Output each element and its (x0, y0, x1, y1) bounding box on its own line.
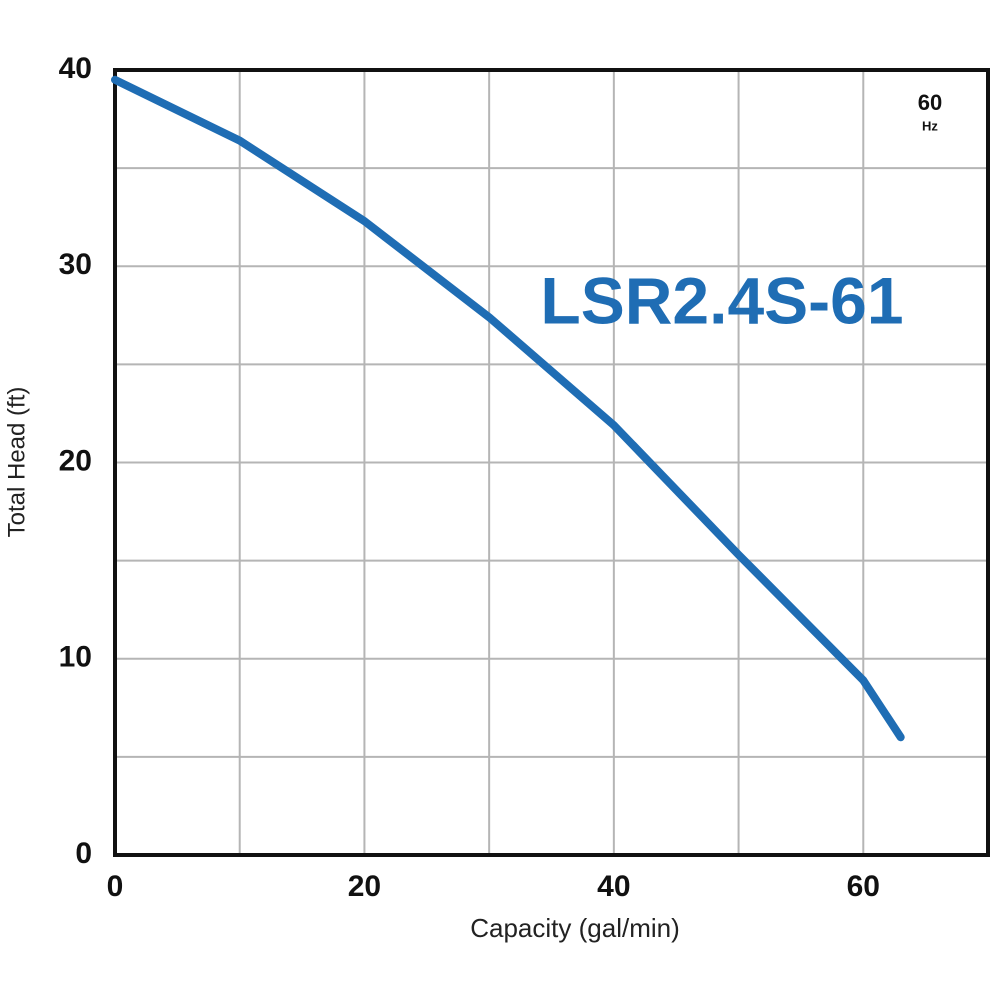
frequency-label: 60 (918, 90, 942, 115)
plot-frame (113, 68, 990, 857)
frequency-unit: Hz (922, 118, 938, 133)
series-label: LSR2.4S-61 (540, 263, 903, 337)
y-tick-label: 10 (59, 641, 92, 674)
x-tick-label: 40 (597, 870, 630, 903)
x-tick-label: 0 (107, 870, 124, 903)
y-tick-label: 0 (75, 837, 92, 870)
y-axis-label: Total Head (ft) (3, 387, 30, 538)
y-tick-label: 40 (59, 52, 92, 85)
pump-curve (111, 75, 905, 742)
y-tick-label: 20 (59, 444, 92, 477)
y-tick-label: 30 (59, 248, 92, 281)
x-tick-label: 20 (348, 870, 381, 903)
x-axis-label: Capacity (gal/min) (470, 913, 680, 943)
x-tick-label: 60 (847, 870, 880, 903)
